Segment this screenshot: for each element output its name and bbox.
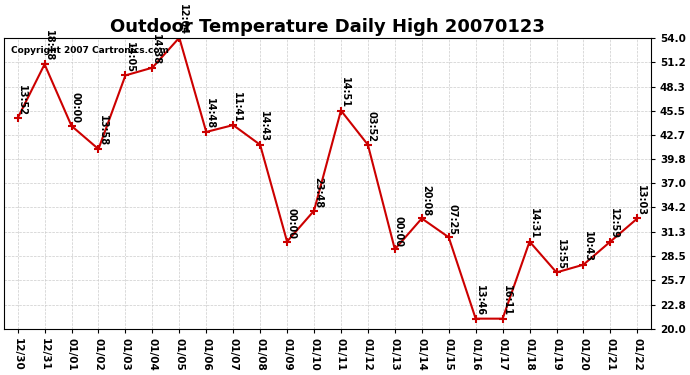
Title: Outdoor Temperature Daily High 20070123: Outdoor Temperature Daily High 20070123 [110, 18, 545, 36]
Text: 13:52: 13:52 [17, 85, 27, 116]
Text: 14:48: 14:48 [206, 98, 215, 129]
Text: 12:04: 12:04 [178, 4, 188, 35]
Text: 14:43: 14:43 [259, 111, 269, 142]
Text: 13:46: 13:46 [475, 285, 484, 316]
Text: 13:55: 13:55 [555, 239, 566, 270]
Text: 20:08: 20:08 [421, 185, 431, 216]
Text: 00:00: 00:00 [286, 208, 296, 239]
Text: 10:43: 10:43 [582, 231, 593, 262]
Text: 00:00: 00:00 [70, 92, 81, 123]
Text: 16:11: 16:11 [502, 285, 512, 316]
Text: 14:05: 14:05 [124, 42, 135, 73]
Text: 13:58: 13:58 [97, 116, 108, 147]
Text: 18:18: 18:18 [43, 30, 54, 62]
Text: 14:38: 14:38 [151, 34, 161, 65]
Text: 12:59: 12:59 [609, 208, 620, 239]
Text: 11:41: 11:41 [233, 92, 242, 123]
Text: 14:51: 14:51 [340, 77, 350, 108]
Text: Copyright 2007 Cartronics.com: Copyright 2007 Cartronics.com [10, 46, 168, 56]
Text: 00:00: 00:00 [394, 216, 404, 247]
Text: 23:48: 23:48 [313, 177, 323, 208]
Text: 07:25: 07:25 [448, 204, 457, 235]
Text: 03:52: 03:52 [367, 111, 377, 142]
Text: 13:03: 13:03 [636, 185, 647, 216]
Text: 14:31: 14:31 [529, 208, 539, 239]
